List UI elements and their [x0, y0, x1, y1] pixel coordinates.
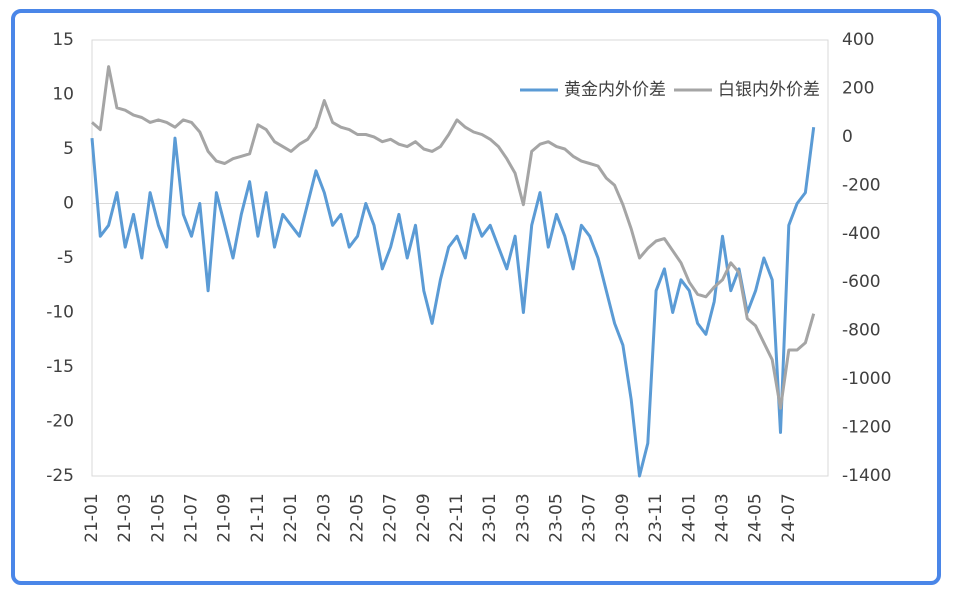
x-tick-label: 22-01	[281, 493, 301, 542]
x-tick-label: 21-05	[148, 493, 168, 542]
y2-tick-label: -600	[842, 272, 881, 292]
x-tick-label: 23-11	[646, 493, 666, 542]
x-tick-label: 24-03	[712, 493, 732, 542]
x-tick-label: 22-05	[347, 493, 367, 542]
legend-label: 黄金内外价差	[564, 80, 666, 100]
y-tick-label: 0	[63, 194, 74, 214]
x-tick-label: 24-05	[746, 493, 766, 542]
x-tick-label: 21-11	[248, 493, 268, 542]
x-tick-label: 23-03	[513, 493, 533, 542]
x-tick-label: 23-05	[547, 493, 567, 542]
series-line	[90, 127, 816, 478]
x-tick-label: 24-07	[779, 493, 799, 542]
x-tick-label: 22-11	[447, 493, 467, 542]
y2-tick-label: -400	[842, 224, 881, 244]
y2-tick-label: -1200	[842, 418, 891, 438]
y-tick-label: -5	[57, 248, 74, 268]
series-line	[91, 65, 816, 410]
x-tick-label: 21-03	[115, 493, 135, 542]
y-tick-label: 10	[52, 85, 74, 105]
y2-tick-label: 400	[842, 30, 874, 50]
x-tick-label: 21-01	[82, 493, 102, 542]
y2-tick-label: -800	[842, 321, 881, 341]
y2-tick-label: -1400	[842, 466, 891, 486]
x-tick-label: 24-01	[679, 493, 699, 542]
y-tick-label: -15	[46, 357, 74, 377]
x-tick-label: 23-09	[613, 493, 633, 542]
y2-tick-label: 0	[842, 127, 853, 147]
y2-tick-label: 200	[842, 78, 874, 98]
x-tick-label: 22-09	[414, 493, 434, 542]
y-tick-label: -10	[46, 303, 74, 323]
x-tick-label: 22-07	[381, 493, 401, 542]
x-tick-label: 23-01	[480, 493, 500, 542]
x-tick-label: 22-03	[314, 493, 334, 542]
x-tick-label: 23-07	[580, 493, 600, 542]
x-tick-label: 21-09	[215, 493, 235, 542]
plot-area	[91, 39, 829, 477]
y-tick-label: 5	[63, 139, 74, 159]
y-tick-label: 15	[52, 30, 74, 50]
y2-tick-label: -1000	[842, 369, 891, 389]
y2-tick-label: -200	[842, 175, 881, 195]
legend-label: 白银内外价差	[718, 80, 820, 100]
y-tick-label: -20	[46, 412, 74, 432]
x-tick-label: 21-07	[182, 493, 202, 542]
y-tick-label: -25	[46, 466, 74, 486]
